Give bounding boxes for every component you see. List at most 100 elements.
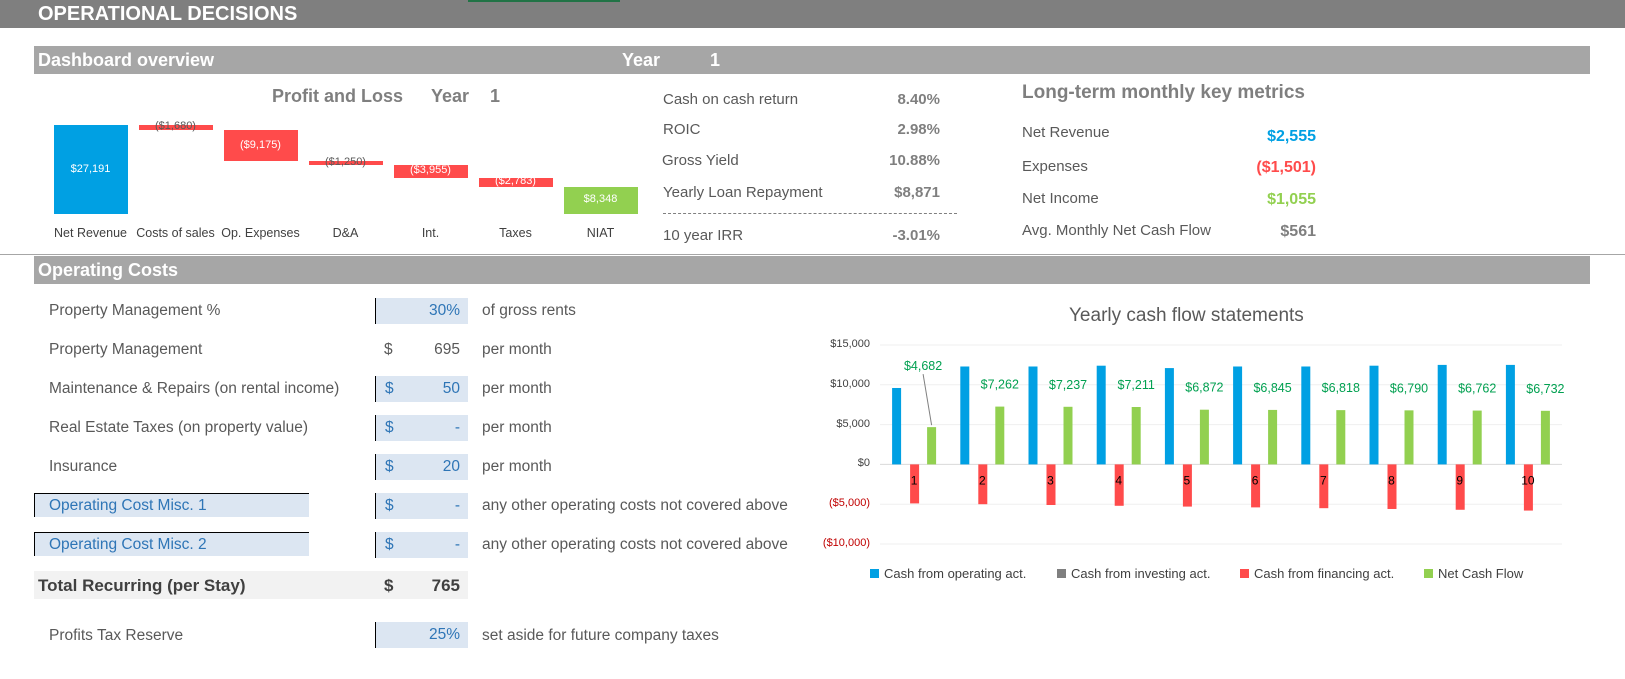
pl-bar-label: $8,348: [583, 193, 618, 206]
lt-label-avg-cash-flow: Avg. Monthly Net Cash Flow: [1022, 222, 1211, 239]
property-mgmt-pct-value[interactable]: 30%: [428, 302, 460, 319]
lt-value-expenses: ($1,501): [1256, 159, 1316, 176]
metric-label-roic: ROIC: [663, 121, 701, 138]
pl-year-label: Year: [431, 86, 470, 106]
cf-bar: [1199, 409, 1209, 465]
pl-bar-label: ($3,955): [410, 164, 451, 177]
row-label-real-estate-taxes: Real Estate Taxes (on property value): [49, 419, 309, 436]
cf-legend-swatch: [870, 569, 879, 578]
misc-2-label-input[interactable]: Operating Cost Misc. 2: [34, 532, 309, 556]
tax-reserve-input[interactable]: 25%: [375, 622, 468, 648]
real-estate-taxes-dollar: $: [385, 419, 394, 436]
pl-bar-label: $27,191: [70, 162, 111, 175]
pl-bar: [308, 160, 383, 165]
cf-data-label: $6,872: [1185, 381, 1223, 395]
misc-1-dollar: $: [385, 497, 394, 514]
cf-category-label: 1: [911, 473, 918, 487]
pl-bar: [478, 177, 553, 187]
cf-bar: [978, 464, 988, 505]
cf-data-label: $6,762: [1458, 382, 1496, 396]
lt-value-net-income: $1,055: [1267, 191, 1316, 208]
row-unit-misc-2: any other operating costs not covered ab…: [482, 536, 788, 553]
insurance-value[interactable]: 20: [442, 458, 460, 475]
active-tab-indicator: [468, 0, 620, 2]
insurance-input[interactable]: $ 20: [375, 454, 468, 480]
cf-category-label: 10: [1521, 473, 1535, 487]
cf-bar: [1114, 464, 1124, 506]
metric-value-coc: 8.40%: [897, 91, 940, 108]
long-term-title: Long-term monthly key metrics: [1022, 82, 1305, 103]
cf-category-label: 9: [1456, 473, 1463, 487]
total-label: Total Recurring (per Stay): [38, 576, 246, 595]
real-estate-taxes-value[interactable]: -: [454, 419, 460, 436]
cf-bar: [1233, 366, 1243, 465]
operating-costs-section-bar: [34, 256, 1590, 284]
pl-bar: [563, 186, 638, 214]
lt-label-net-revenue: Net Revenue: [1022, 124, 1110, 141]
cf-bar: [1182, 464, 1192, 507]
cf-bar: [1046, 464, 1056, 505]
tax-reserve-value[interactable]: 25%: [428, 626, 460, 643]
property-mgmt-pct-input[interactable]: 30%: [375, 298, 468, 324]
cf-data-label: $7,211: [1118, 378, 1155, 392]
cf-legend-label: Cash from investing act.: [1071, 566, 1211, 581]
pl-bar: [223, 130, 298, 161]
cf-bar: [1387, 464, 1397, 509]
cf-category-label: 5: [1184, 473, 1191, 487]
cf-bar: [1437, 364, 1447, 465]
cash-flow-chart-title: Yearly cash flow statements: [1069, 305, 1304, 326]
misc-2-input[interactable]: $ -: [375, 532, 468, 558]
cf-y-tick-label: ($5,000): [829, 497, 870, 510]
cf-bar: [1336, 410, 1346, 465]
pl-bar: [393, 164, 468, 178]
total-value: 765: [431, 576, 460, 595]
row-unit-property-mgmt: per month: [482, 341, 552, 358]
title-bar: [0, 0, 1625, 28]
cf-legend-label: Cash from financing act.: [1254, 566, 1395, 581]
misc-2-dollar: $: [385, 536, 394, 553]
cf-bar: [1404, 410, 1414, 465]
cf-legend-label: Net Cash Flow: [1438, 566, 1524, 581]
cf-data-label: $7,262: [981, 378, 1019, 392]
cf-bar: [1523, 464, 1533, 511]
row-unit-misc-1: any other operating costs not covered ab…: [482, 497, 788, 514]
row-label-property-mgmt: Property Management: [49, 341, 203, 358]
cf-bar: [1268, 409, 1278, 465]
row-unit-real-estate-taxes: per month: [482, 419, 552, 436]
misc-1-value[interactable]: -: [454, 497, 460, 514]
metric-value-irr: -3.01%: [892, 227, 940, 244]
cf-bar: [1028, 366, 1038, 465]
property-mgmt-value: 695: [434, 341, 460, 358]
cf-category-label: 4: [1115, 473, 1122, 487]
lt-label-expenses: Expenses: [1022, 158, 1088, 175]
pl-bar-label: ($2,783): [495, 175, 536, 188]
metric-label-coc: Cash on cash return: [663, 91, 799, 108]
pl-bar: [138, 125, 213, 131]
pl-category-label: D&A: [332, 226, 359, 240]
row-unit-tax-reserve: set aside for future company taxes: [482, 627, 719, 644]
row-label-property-mgmt-pct: Property Management %: [49, 302, 221, 319]
cf-bar: [960, 366, 970, 465]
row-unit-maintenance: per month: [482, 380, 552, 397]
maintenance-dollar: $: [385, 380, 394, 397]
row-label-tax-reserve: Profits Tax Reserve: [49, 627, 184, 644]
cf-bar: [1096, 365, 1106, 465]
cf-legend-label: Cash from operating act.: [884, 566, 1027, 581]
cf-legend-item: Cash from financing act.: [1240, 566, 1394, 581]
lt-value-avg-cash-flow: $561: [1280, 223, 1316, 240]
section-divider: [0, 254, 1625, 255]
real-estate-taxes-input[interactable]: $ -: [375, 415, 468, 441]
misc-2-value[interactable]: -: [454, 536, 460, 553]
pl-category-label: Taxes: [499, 226, 532, 240]
misc-1-label-input[interactable]: Operating Cost Misc. 1: [34, 493, 309, 517]
pl-bar-label: ($9,175): [240, 138, 281, 151]
pl-bar-label: ($1,680): [155, 120, 196, 132]
row-unit-property-mgmt-pct: of gross rents: [482, 302, 576, 319]
cf-bar: [892, 387, 902, 465]
dashboard-section-title: Dashboard overview: [38, 50, 215, 70]
maintenance-input[interactable]: $ 50: [375, 376, 468, 402]
misc-1-input[interactable]: $ -: [375, 493, 468, 519]
cf-bar: [1369, 365, 1379, 465]
maintenance-value[interactable]: 50: [442, 380, 460, 397]
